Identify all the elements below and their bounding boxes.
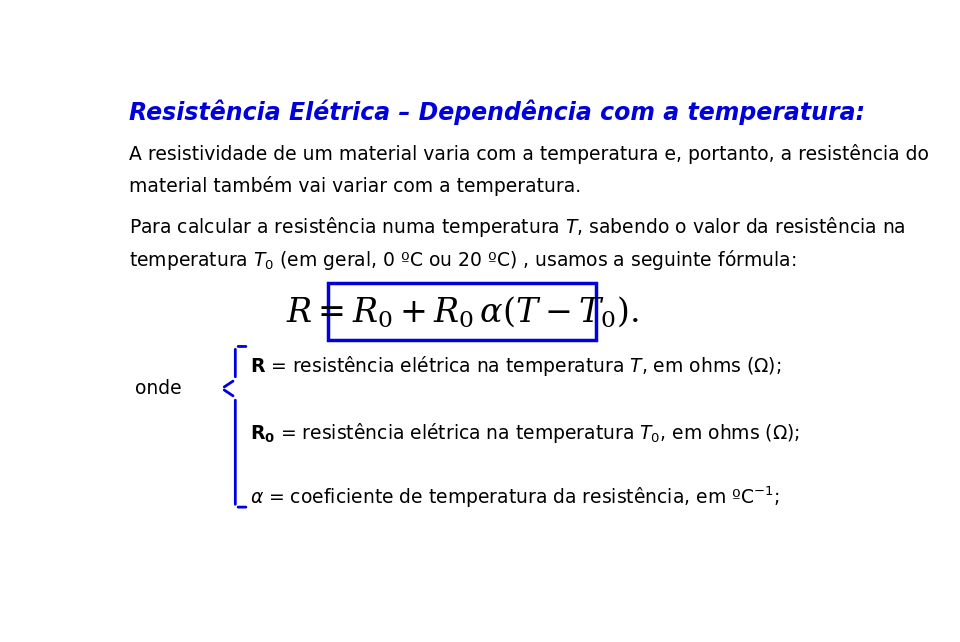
Text: temperatura $\mathit{T}_0$ (em geral, 0 ºC ou 20 ºC) , usamos a seguinte fórmula: temperatura $\mathit{T}_0$ (em geral, 0 … bbox=[129, 248, 796, 272]
Text: $R = R_0 + R_0\,\alpha\left(T - T_0\right).$: $R = R_0 + R_0\,\alpha\left(T - T_0\righ… bbox=[286, 295, 638, 329]
FancyBboxPatch shape bbox=[328, 283, 596, 340]
Text: $\mathbf{R}$ = resistência elétrica na temperatura $\mathbf{\mathit{T}}$, em ohm: $\mathbf{R}$ = resistência elétrica na t… bbox=[251, 354, 781, 378]
Text: $\mathbf{R_0}$ = resistência elétrica na temperatura $\mathbf{\mathit{T_0}}$, em: $\mathbf{R_0}$ = resistência elétrica na… bbox=[251, 421, 801, 445]
Text: Resistência Elétrica – Dependência com a temperatura:: Resistência Elétrica – Dependência com a… bbox=[129, 100, 865, 125]
Text: $\mathit{\alpha}$ = coeficiente de temperatura da resistência, em ºC$^{-1}$;: $\mathit{\alpha}$ = coeficiente de tempe… bbox=[251, 485, 780, 510]
Text: material também vai variar com a temperatura.: material também vai variar com a tempera… bbox=[129, 176, 581, 196]
Text: Para calcular a resistência numa temperatura $\mathit{T}$, sabendo o valor da re: Para calcular a resistência numa tempera… bbox=[129, 216, 905, 239]
Text: onde: onde bbox=[134, 379, 181, 398]
Text: A resistividade de um material varia com a temperatura e, portanto, a resistênci: A resistividade de um material varia com… bbox=[129, 144, 929, 164]
